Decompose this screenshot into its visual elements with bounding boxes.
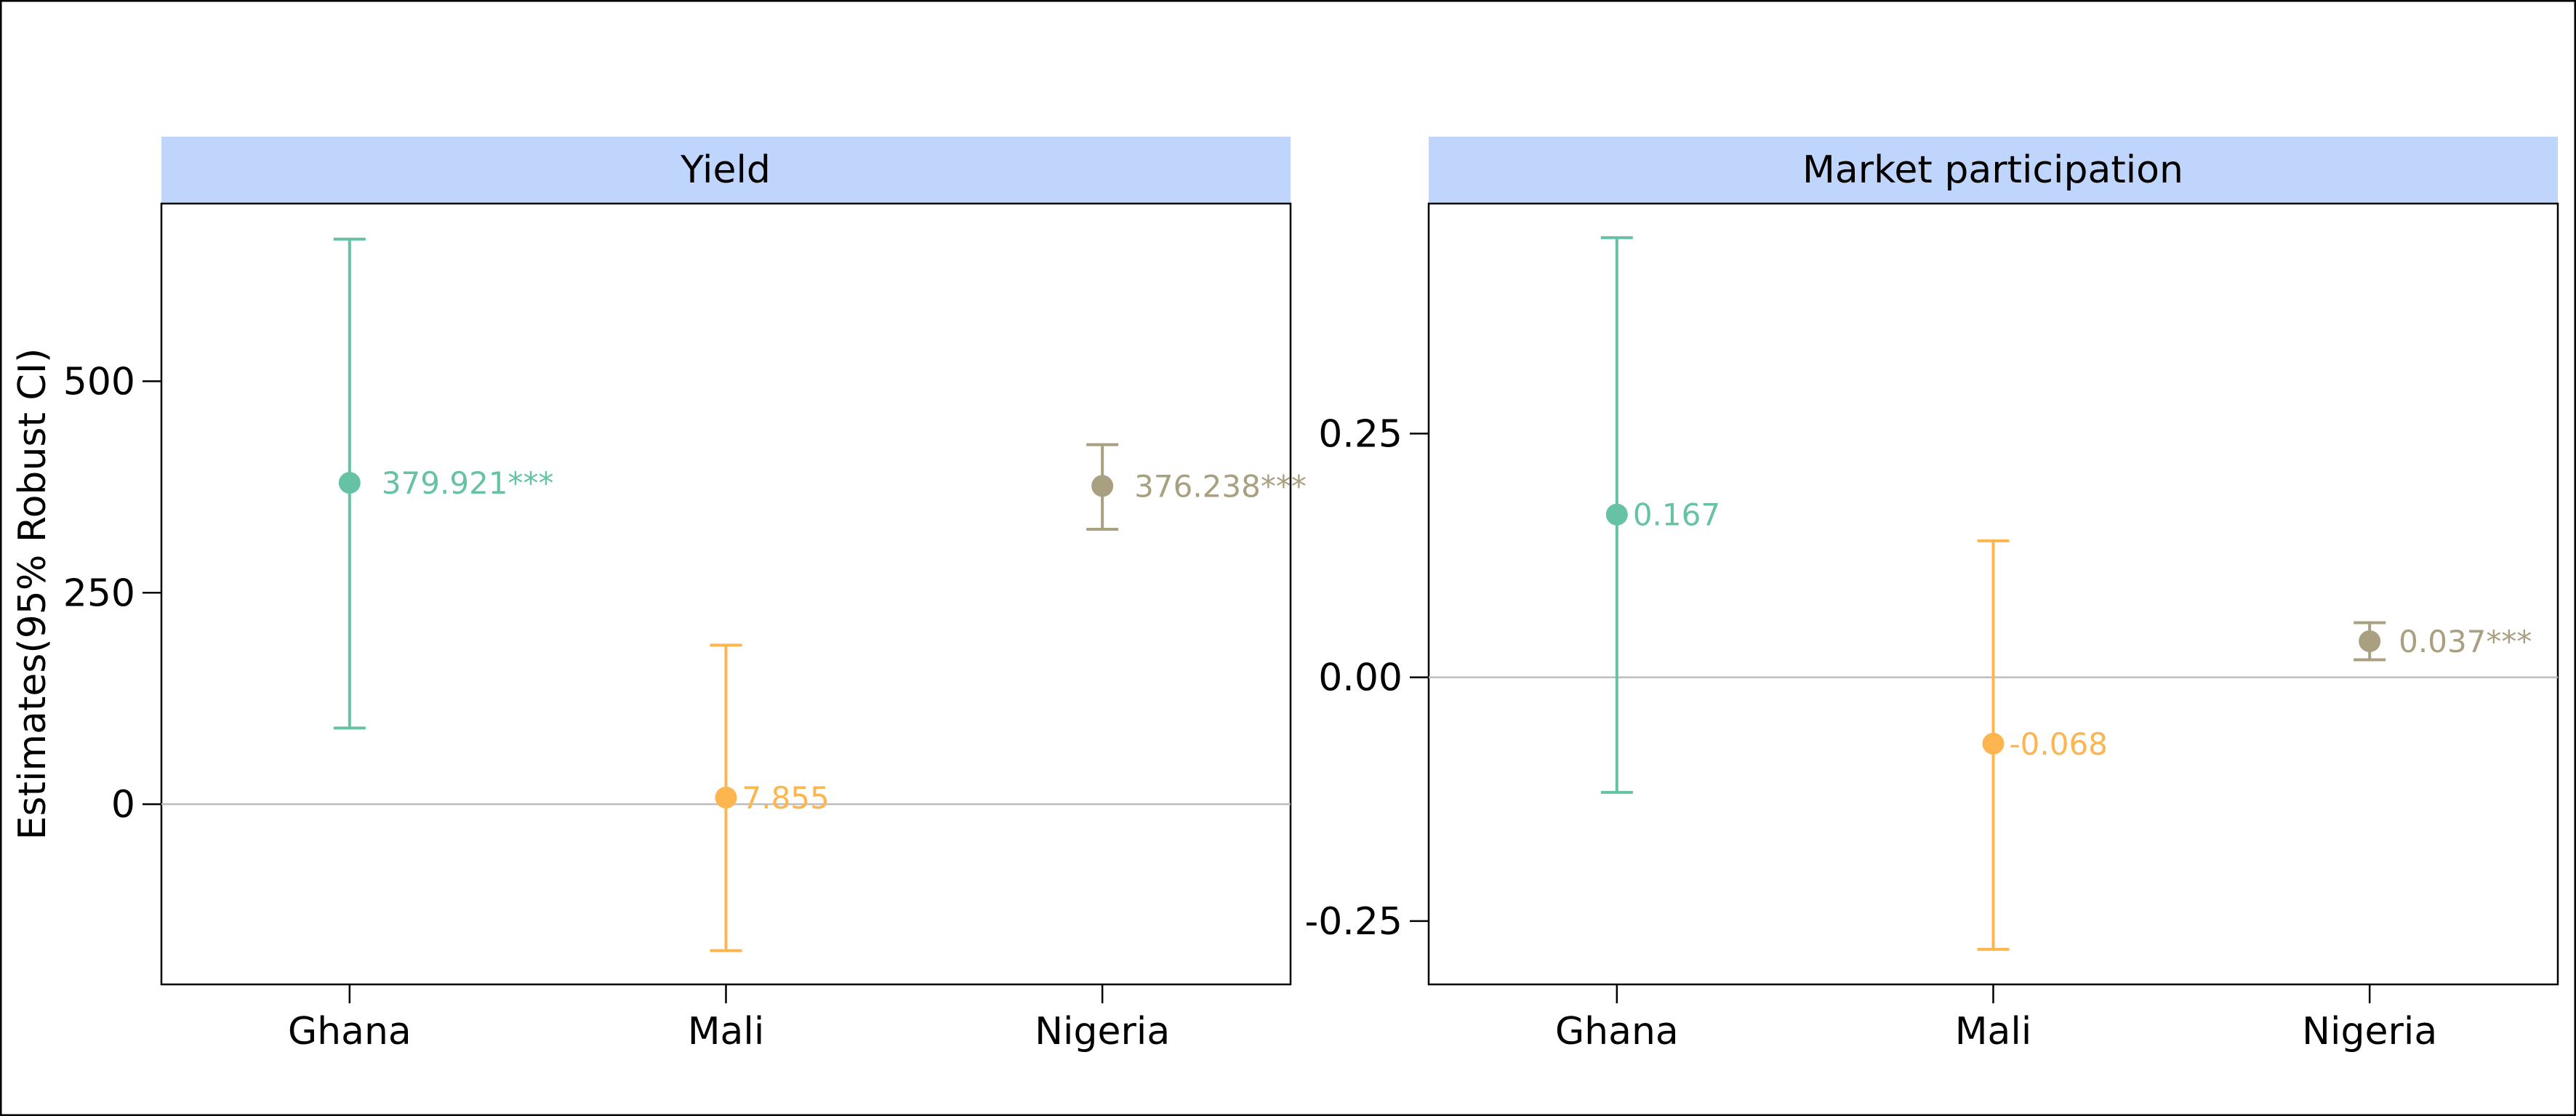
market-participation-category-label-nigeria: Nigeria (2302, 1010, 2437, 1053)
yield-point-ghana (338, 472, 361, 494)
yield-strip (161, 137, 1291, 204)
yield-y-tick-label: 250 (63, 571, 135, 615)
market-participation-y-tick-label: 0.25 (1318, 412, 1403, 456)
market-participation-y-tick-label: 0.00 (1318, 657, 1403, 700)
market-participation-point-nigeria (2359, 630, 2381, 653)
market-participation-category-label-ghana: Ghana (1555, 1010, 1679, 1053)
yield-category-label-ghana: Ghana (288, 1010, 412, 1053)
yield-data-label-nigeria: 376.238*** (1134, 468, 1307, 504)
market-participation-data-label-ghana: 0.167 (1633, 497, 1720, 533)
yield-marks: 0 250 500 Ghana 379.921*** Mali 7.855 Nigeria 37… (63, 237, 1307, 1053)
yield-point-mali (715, 787, 737, 809)
market-participation-y-tick-label: -0.25 (1304, 900, 1403, 944)
yield-panel: Yield 0 250 500 Ghana 379.921*** Mali 7.855 Nig… (63, 137, 1307, 1053)
market-participation-category-label-mali: Mali (1955, 1010, 2032, 1053)
yield-data-label-mali: 7.855 (742, 780, 830, 816)
market-participation-data-label-mali: -0.068 (2010, 726, 2108, 762)
market-participation-point-mali (1982, 732, 2005, 755)
market-participation-data-label-nigeria: 0.037*** (2399, 624, 2532, 659)
market-participation-strip (1429, 137, 2558, 204)
market-participation-point-ghana (1605, 503, 1628, 526)
y-axis-title: Estimates(95% Robust CI) (11, 348, 55, 840)
market-participation-panel: Market participation -0.25 0.00 0.25 Ghana 0… (1304, 137, 2559, 1053)
yield-category-label-nigeria: Nigeria (1035, 1010, 1170, 1053)
yield-y-tick-label: 500 (63, 360, 135, 404)
market-participation-marks: -0.25 0.00 0.25 Ghana 0.167 Mali -0.068 Nigeria… (1304, 236, 2558, 1053)
yield-data-label-ghana: 379.921*** (382, 465, 554, 501)
yield-category-label-mali: Mali (688, 1010, 765, 1053)
yield-point-nigeria (1091, 475, 1114, 497)
market-participation-panel-title: Market participation (1802, 148, 2183, 192)
yield-y-tick-label: 0 (111, 783, 135, 827)
yield-panel-title: Yield (680, 148, 771, 192)
